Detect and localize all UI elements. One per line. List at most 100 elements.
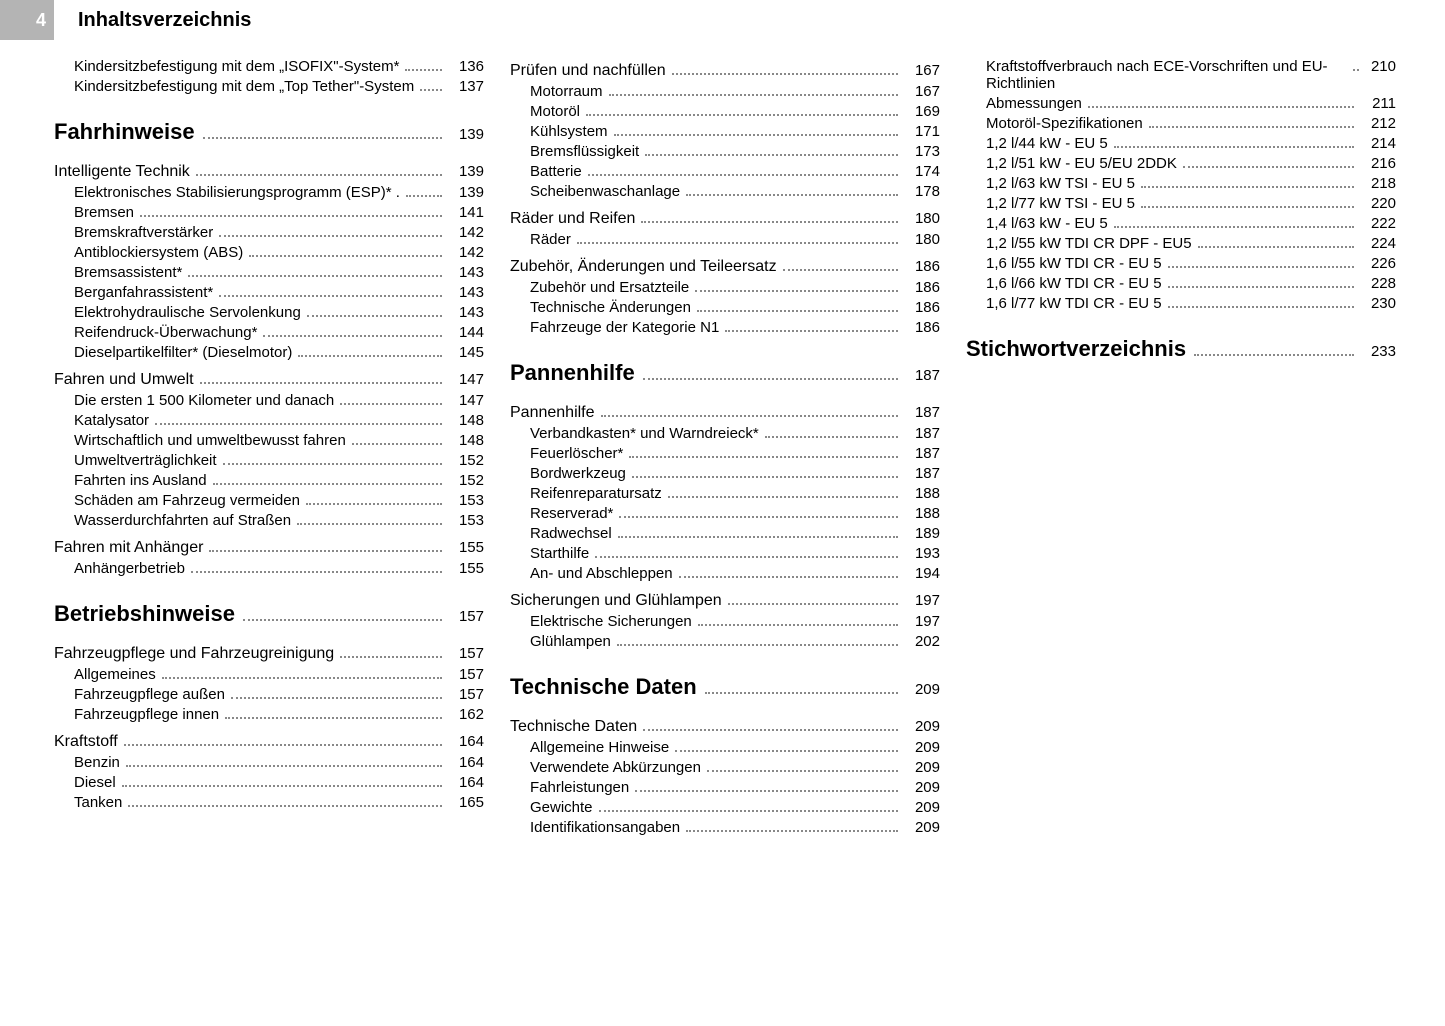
toc-item-label: Bordwerkzeug [510, 465, 626, 482]
dot-leader [601, 415, 898, 417]
toc-page: 187 [902, 367, 940, 384]
toc-item-row: Reifendruck-Überwachung*144 [54, 324, 484, 341]
dot-leader [203, 137, 442, 139]
toc-section-title: Pannenhilfe [510, 360, 635, 386]
toc-page: 171 [902, 123, 940, 140]
toc-item-label: Wirtschaftlich und umweltbewusst fahren [54, 432, 346, 449]
toc-page: 144 [446, 324, 484, 341]
toc-item-row: Verbandkasten* und Warndreieck*187 [510, 425, 940, 442]
dot-leader [307, 315, 442, 317]
toc-item-row: Kraftstoffverbrauch nach ECE-Vorschrifte… [966, 58, 1396, 92]
toc-item-row: 1,2 l/77 kW TSI - EU 5220 [966, 195, 1396, 212]
dot-leader [263, 335, 442, 337]
dot-leader [124, 744, 442, 746]
dot-leader [1114, 226, 1354, 228]
toc-item-label: Verwendete Abkürzungen [510, 759, 701, 776]
toc-page: 209 [902, 759, 940, 776]
toc-item-label: Fahrzeuge der Kategorie N1 [510, 319, 719, 336]
dot-leader [420, 89, 442, 91]
toc-item-row: Bremsflüssigkeit173 [510, 143, 940, 160]
toc-item-label: Räder [510, 231, 571, 248]
dot-leader [352, 443, 442, 445]
dot-leader [1183, 166, 1354, 168]
toc-item-row: 1,2 l/51 kW - EU 5/EU 2DDK216 [966, 155, 1396, 172]
toc-page: 147 [446, 392, 484, 409]
toc-item-row: Wirtschaftlich und umweltbewusst fahren 1… [54, 432, 484, 449]
toc-subhead-row: Fahren mit Anhänger155 [54, 539, 484, 557]
toc-page: 211 [1358, 95, 1396, 112]
dot-leader [619, 516, 898, 518]
toc-page: 143 [446, 284, 484, 301]
dot-leader [1168, 286, 1354, 288]
toc-item-label: Anhängerbetrieb [54, 560, 185, 577]
dot-leader [213, 483, 442, 485]
toc-section-row: Betriebshinweise157 [54, 601, 484, 627]
toc-section-title: Technische Daten [510, 674, 697, 700]
toc-subhead: Technische Daten [510, 718, 637, 736]
dot-leader [1198, 246, 1354, 248]
toc-subhead-row: Prüfen und nachfüllen167 [510, 62, 940, 80]
toc-item-label: Elektrische Sicherungen [510, 613, 692, 630]
toc-page: 189 [902, 525, 940, 542]
toc-item-label: Gewichte [510, 799, 593, 816]
dot-leader [297, 523, 442, 525]
toc-item-label: Die ersten 1 500 Kilometer und danach [54, 392, 334, 409]
toc-subhead-row: Pannenhilfe187 [510, 404, 940, 422]
toc-item-row: Fahrzeugpflege außen157 [54, 686, 484, 703]
toc-page: 209 [902, 681, 940, 698]
toc-subhead-row: Zubehör, Änderungen und Teileersatz186 [510, 258, 940, 276]
toc-page: 141 [446, 204, 484, 221]
toc-item-label: Benzin [54, 754, 120, 771]
toc-item-row: Gewichte209 [510, 799, 940, 816]
dot-leader [219, 295, 442, 297]
toc-item-row: Elektrische Sicherungen 197 [510, 613, 940, 630]
toc-page: 197 [902, 613, 940, 630]
dot-leader [162, 677, 442, 679]
dot-leader [1194, 354, 1354, 356]
dot-leader [675, 750, 898, 752]
toc-page: 188 [902, 505, 940, 522]
toc-subhead-row: Kraftstoff164 [54, 733, 484, 751]
page-header: 4 Inhaltsverzeichnis [0, 0, 1445, 40]
dot-leader [586, 114, 898, 116]
toc-item-row: 1,2 l/44 kW - EU 5214 [966, 135, 1396, 152]
toc-item-label: Zubehör und Ersatzteile [510, 279, 689, 296]
toc-item-row: Die ersten 1 500 Kilometer und danach 147 [54, 392, 484, 409]
toc-item-label: 1,2 l/55 kW TDI CR DPF - EU5 [966, 235, 1192, 252]
dot-leader [1114, 146, 1354, 148]
dot-leader [725, 330, 898, 332]
toc-page: 209 [902, 779, 940, 796]
toc-page: 148 [446, 432, 484, 449]
toc-item-row: Motoröl-Spezifikationen212 [966, 115, 1396, 132]
toc-item-row: Benzin 164 [54, 754, 484, 771]
toc-item-row: Fahrleistungen209 [510, 779, 940, 796]
toc-page: 143 [446, 264, 484, 281]
dot-leader [577, 242, 898, 244]
toc-page: 187 [902, 465, 940, 482]
toc-item-row: 1,6 l/55 kW TDI CR - EU 5226 [966, 255, 1396, 272]
toc-page: 230 [1358, 295, 1396, 312]
toc-subhead-row: Technische Daten209 [510, 718, 940, 736]
toc-item-label: 1,2 l/51 kW - EU 5/EU 2DDK [966, 155, 1177, 172]
toc-item-row: Bremsassistent*143 [54, 264, 484, 281]
dot-leader [632, 476, 898, 478]
dot-leader [200, 382, 442, 384]
toc-item-row: An- und Abschleppen194 [510, 565, 940, 582]
toc-page: 164 [446, 754, 484, 771]
dot-leader [126, 765, 442, 767]
dot-leader [668, 496, 898, 498]
toc-item-label: Starthilfe [510, 545, 589, 562]
toc-item-row: Kindersitzbefestigung mit dem „ISOFIX"-S… [54, 58, 484, 75]
dot-leader [783, 269, 898, 271]
toc-item-label: Antiblockiersystem (ABS) [54, 244, 243, 261]
toc-item-label: 1,4 l/63 kW - EU 5 [966, 215, 1108, 232]
dot-leader [225, 717, 442, 719]
toc-page: 153 [446, 512, 484, 529]
toc-item-row: Motoröl169 [510, 103, 940, 120]
toc-page: 165 [446, 794, 484, 811]
toc-item-label: 1,2 l/77 kW TSI - EU 5 [966, 195, 1135, 212]
toc-page: 209 [902, 739, 940, 756]
toc-page: 214 [1358, 135, 1396, 152]
toc-page: 155 [446, 560, 484, 577]
dot-leader [188, 275, 442, 277]
